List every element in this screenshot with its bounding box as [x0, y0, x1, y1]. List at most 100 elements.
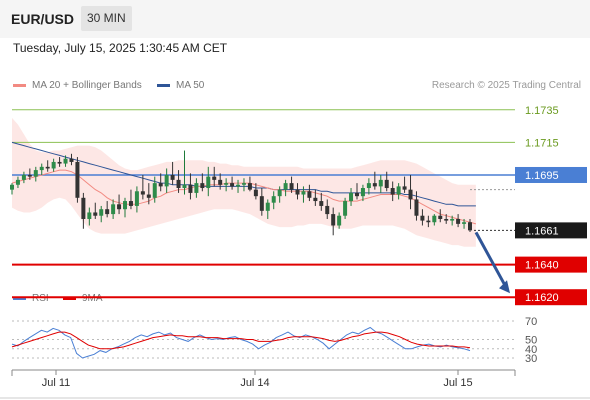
candle-body: [15, 179, 20, 185]
candle-body: [21, 174, 26, 180]
rsi-9ma-line: [11, 331, 471, 350]
candle-body: [176, 179, 181, 189]
x-tick-label: Jul 11: [42, 377, 71, 389]
rsi-tick-label: 50: [525, 335, 537, 347]
candle-body: [307, 191, 312, 198]
candle-body: [325, 205, 330, 215]
candle-body: [301, 191, 306, 195]
level-label: 1.1620: [525, 292, 559, 304]
level-1.1661: 1.1661: [474, 222, 587, 239]
rsi-line: [11, 326, 471, 359]
candle-body: [271, 196, 276, 203]
level-1.1640: 1.1640: [12, 256, 587, 273]
level-1.1735: 1.1735: [12, 105, 559, 117]
candle-body: [313, 197, 318, 202]
candle-body: [349, 192, 354, 202]
candle-body: [63, 158, 68, 164]
candle-body: [140, 191, 145, 195]
legend-label: MA 20 + Bollinger Bands: [32, 80, 142, 91]
candle-body: [33, 170, 38, 177]
candle-body: [194, 183, 199, 193]
candle-body: [128, 201, 133, 206]
legend-swatch: [13, 84, 26, 87]
level-badge: [515, 166, 587, 183]
candle-body: [10, 184, 14, 190]
candle-body: [366, 183, 371, 189]
x-tick-label: Jul 15: [443, 377, 472, 389]
candle-body: [218, 179, 223, 185]
legend-ma50: MA 50: [157, 80, 204, 91]
x-tick-label: Jul 14: [240, 377, 269, 389]
candle-body: [81, 197, 86, 219]
candle-body: [188, 184, 193, 193]
candle-body: [372, 183, 377, 187]
level-badge: [515, 289, 587, 306]
candle-body: [69, 158, 74, 162]
candle-body: [164, 174, 169, 187]
rsi-tick-label: 40: [525, 344, 537, 356]
candle-body: [99, 209, 104, 216]
legend-swatch: [157, 84, 170, 87]
candle-body: [146, 194, 151, 198]
candle-body: [444, 218, 449, 221]
candle-body: [105, 209, 110, 215]
candle-body: [75, 161, 80, 198]
candle-body: [426, 220, 431, 223]
candle-body: [39, 166, 44, 171]
legend-ma20: MA 20 + Bollinger Bands: [13, 80, 142, 91]
candle-body: [289, 183, 294, 190]
candle-body: [236, 184, 241, 187]
legend-9ma: 9MA: [63, 293, 103, 304]
candle-body: [295, 189, 300, 195]
rsi-tick-label: 70: [525, 316, 537, 328]
candles: [10, 150, 472, 236]
legend-rsi: RSI: [13, 293, 49, 304]
level-1.1695: 1.1695: [12, 166, 587, 191]
legend-label: RSI: [32, 293, 49, 304]
projection-arrowhead: [499, 280, 510, 294]
candle-body: [319, 201, 324, 206]
candle-body: [468, 222, 472, 231]
candle-body: [438, 215, 443, 219]
timeframe-badge[interactable]: 30 MIN: [81, 6, 132, 31]
candle-body: [360, 188, 365, 197]
candle-body: [212, 176, 217, 180]
candle-body: [117, 204, 122, 210]
candle-body: [87, 212, 92, 219]
candle-body: [57, 161, 62, 164]
candle-body: [420, 215, 425, 221]
candle-body: [283, 183, 288, 190]
candle-body: [432, 215, 437, 223]
candle-body: [414, 199, 419, 216]
legend-label: MA 50: [176, 80, 205, 91]
candle-body: [230, 183, 235, 187]
level-badge: [515, 256, 587, 273]
candle-body: [462, 222, 467, 224]
timestamp: Tuesday, July 15, 2025 1:30:45 AM CET: [13, 41, 228, 55]
candle-body: [152, 183, 157, 198]
candle-body: [384, 179, 389, 189]
candle-body: [259, 196, 264, 211]
candle-body: [182, 184, 187, 189]
level-label: 1.1695: [525, 170, 559, 182]
level-1.1715: 1.1715: [12, 137, 559, 149]
level-badge: [515, 222, 587, 239]
candle-body: [277, 189, 282, 197]
candle-body: [354, 192, 359, 197]
legend-label: 9MA: [82, 293, 103, 304]
candle-body: [241, 183, 246, 185]
candle-body: [331, 214, 336, 226]
legend-swatch: [63, 297, 76, 300]
candle-body: [343, 201, 348, 216]
candle-body: [450, 218, 455, 221]
candle-body: [45, 166, 50, 169]
candle-body: [253, 189, 258, 197]
candle-body: [337, 215, 342, 226]
legend-swatch: [13, 297, 26, 300]
level-label: 1.1735: [525, 105, 559, 117]
candle-body: [200, 183, 205, 189]
candle-body: [390, 188, 395, 195]
candle-body: [206, 176, 211, 189]
candle-body: [170, 174, 175, 180]
credit-text: Research © 2025 Trading Central: [431, 80, 581, 91]
